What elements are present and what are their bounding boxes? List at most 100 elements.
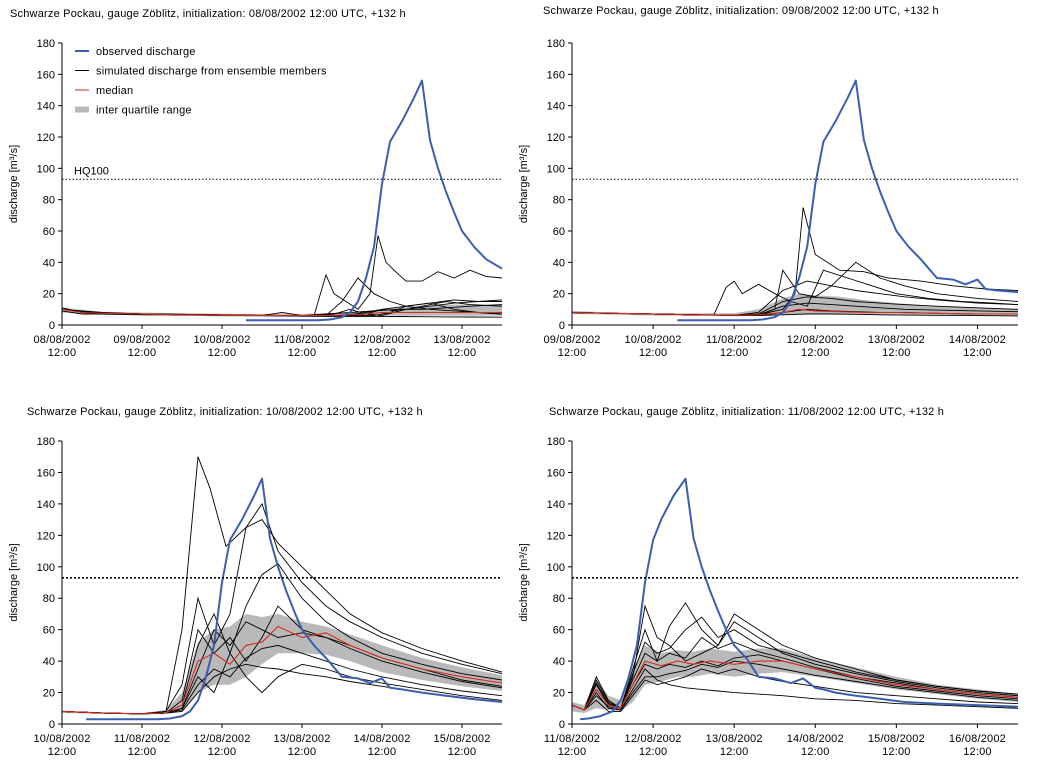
legend-entry: observed discharge xyxy=(96,46,196,58)
x-tick-label-time: 12:00 xyxy=(48,347,77,359)
x-tick-label-time: 12:00 xyxy=(448,347,477,359)
chart-panel-2: Schwarze Pockau, gauge Zöblitz, initiali… xyxy=(518,5,1019,359)
legend-entry: median xyxy=(96,85,133,97)
y-tick-label: 20 xyxy=(43,289,55,301)
y-tick-label: 80 xyxy=(43,195,55,207)
legend-swatch-iqr xyxy=(75,106,89,113)
x-tick-label-time: 12:00 xyxy=(448,746,477,758)
x-tick-label-time: 12:00 xyxy=(208,347,237,359)
y-tick-label: 40 xyxy=(553,257,565,269)
y-tick-label: 40 xyxy=(43,656,55,668)
ensemble-member-line-3 xyxy=(571,668,1019,711)
ensemble-member-line-5 xyxy=(571,636,1019,711)
y-tick-label: 0 xyxy=(49,719,55,731)
y-tick-label: 100 xyxy=(547,562,565,574)
x-tick-label-date: 10/08/2002 xyxy=(33,733,90,745)
chart-title: Schwarze Pockau, gauge Zöblitz, initiali… xyxy=(10,8,406,20)
x-tick-label-date: 15/08/2002 xyxy=(868,733,925,745)
y-tick-label: 160 xyxy=(547,467,565,479)
chart-title: Schwarze Pockau, gauge Zöblitz, initiali… xyxy=(549,406,944,418)
y-tick-label: 140 xyxy=(547,101,565,113)
x-tick-label-time: 12:00 xyxy=(882,746,911,758)
hq100-threshold-label: HQ100 xyxy=(74,165,109,177)
median-line xyxy=(571,660,1019,711)
y-tick-label: 80 xyxy=(43,593,55,605)
x-tick-label-time: 12:00 xyxy=(639,347,668,359)
x-tick-label-time: 12:00 xyxy=(288,746,317,758)
x-tick-label-date: 13/08/2002 xyxy=(273,733,330,745)
y-tick-label: 0 xyxy=(559,320,565,332)
y-tick-label: 100 xyxy=(37,163,55,175)
x-tick-label-time: 12:00 xyxy=(720,746,749,758)
y-axis-label: discharge [m³/s] xyxy=(518,145,530,223)
x-tick-label-date: 10/08/2002 xyxy=(625,334,682,346)
y-tick-label: 120 xyxy=(547,530,565,542)
x-tick-label-time: 12:00 xyxy=(801,347,830,359)
y-tick-label: 160 xyxy=(37,467,55,479)
y-tick-label: 40 xyxy=(553,656,565,668)
y-axis-label: discharge [m³/s] xyxy=(8,145,20,223)
legend-entry: simulated discharge from ensemble member… xyxy=(96,66,327,78)
y-tick-label: 140 xyxy=(37,101,55,113)
x-tick-label-time: 12:00 xyxy=(558,347,587,359)
chart-title: Schwarze Pockau, gauge Zöblitz, initiali… xyxy=(543,5,939,17)
x-tick-label-time: 12:00 xyxy=(801,746,830,758)
y-tick-label: 80 xyxy=(553,195,565,207)
observed-line xyxy=(86,477,503,721)
x-tick-label-time: 12:00 xyxy=(128,746,157,758)
x-tick-label-date: 13/08/2002 xyxy=(433,334,490,346)
ensemble-member-line-1 xyxy=(571,602,1019,711)
y-tick-label: 20 xyxy=(43,688,55,700)
iqr-band xyxy=(62,613,502,715)
x-tick-label-time: 12:00 xyxy=(963,746,992,758)
y-tick-label: 100 xyxy=(37,562,55,574)
x-tick-label-time: 12:00 xyxy=(208,746,237,758)
x-tick-label-date: 12/08/2002 xyxy=(193,733,250,745)
x-tick-label-date: 12/08/2002 xyxy=(353,334,410,346)
y-tick-label: 60 xyxy=(43,226,55,238)
y-tick-label: 140 xyxy=(37,499,55,511)
x-tick-label-date: 09/08/2002 xyxy=(543,334,600,346)
x-tick-label-date: 16/08/2002 xyxy=(949,733,1006,745)
chart-panel-4: Schwarze Pockau, gauge Zöblitz, initiali… xyxy=(518,406,1019,758)
y-tick-label: 140 xyxy=(547,499,565,511)
x-tick-label-date: 14/08/2002 xyxy=(949,334,1006,346)
chart-panel-1: Schwarze Pockau, gauge Zöblitz, initiali… xyxy=(8,8,503,359)
median-line xyxy=(571,308,1018,316)
y-tick-label: 160 xyxy=(547,69,565,81)
chart-panel-3: Schwarze Pockau, gauge Zöblitz, initiali… xyxy=(8,406,503,758)
ensemble-member-line-2 xyxy=(61,502,503,715)
y-tick-label: 180 xyxy=(37,38,55,50)
x-tick-label-time: 12:00 xyxy=(368,347,397,359)
y-tick-label: 120 xyxy=(37,530,55,542)
x-tick-label-time: 12:00 xyxy=(368,746,397,758)
x-tick-label-date: 11/08/2002 xyxy=(544,733,600,745)
x-tick-label-time: 12:00 xyxy=(639,746,668,758)
y-tick-label: 60 xyxy=(43,625,55,637)
x-tick-label-date: 11/08/2002 xyxy=(114,733,170,745)
y-tick-label: 0 xyxy=(49,320,55,332)
y-axis-label: discharge [m³/s] xyxy=(8,543,20,621)
x-tick-label-time: 12:00 xyxy=(288,347,317,359)
x-tick-label-date: 09/08/2002 xyxy=(113,334,170,346)
x-tick-label-time: 12:00 xyxy=(720,347,749,359)
observed-line xyxy=(580,477,1019,721)
observed-line xyxy=(677,79,1019,322)
y-axis-label: discharge [m³/s] xyxy=(518,543,530,621)
y-tick-label: 0 xyxy=(559,719,565,731)
y-tick-label: 100 xyxy=(547,163,565,175)
y-tick-label: 120 xyxy=(37,132,55,144)
y-tick-label: 120 xyxy=(547,132,565,144)
ensemble-member-line-5 xyxy=(61,277,503,317)
y-tick-label: 80 xyxy=(553,593,565,605)
y-tick-label: 20 xyxy=(553,688,565,700)
y-tick-label: 160 xyxy=(37,69,55,81)
ensemble-member-line-8 xyxy=(571,616,1019,711)
x-tick-label-time: 12:00 xyxy=(558,746,587,758)
chart-title: Schwarze Pockau, gauge Zöblitz, initiali… xyxy=(27,406,423,418)
y-tick-label: 60 xyxy=(553,226,565,238)
x-tick-label-date: 12/08/2002 xyxy=(625,733,682,745)
legend: observed discharge simulated discharge fr… xyxy=(75,46,327,117)
y-tick-label: 20 xyxy=(553,289,565,301)
